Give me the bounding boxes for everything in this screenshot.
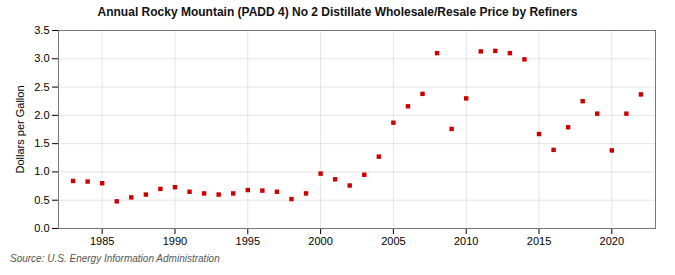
svg-text:1.0: 1.0 — [34, 165, 49, 177]
svg-text:1.5: 1.5 — [34, 137, 49, 149]
svg-text:2.0: 2.0 — [34, 109, 49, 121]
html-text:Source: U.S. Energy Informatio: Source: U.S. Energy Information Administ… — [10, 253, 220, 264]
svg-text:0.0: 0.0 — [34, 222, 49, 234]
svg-text:Dollars per Gallon: Dollars per Gallon — [14, 85, 26, 173]
svg-text:2.5: 2.5 — [34, 81, 49, 93]
svg-text:3.0: 3.0 — [34, 52, 49, 64]
svg-text:0.5: 0.5 — [34, 194, 49, 206]
svg-text:2000: 2000 — [308, 235, 332, 247]
html-text:Annual Rocky Mountain (PADD 4): Annual Rocky Mountain (PADD 4) No 2 Dist… — [97, 5, 578, 19]
svg-text:2020: 2020 — [600, 235, 624, 247]
svg-text:1985: 1985 — [90, 235, 114, 247]
svg-text:1995: 1995 — [236, 235, 260, 247]
svg-text:2010: 2010 — [454, 235, 478, 247]
svg-text:3.5: 3.5 — [34, 24, 49, 36]
svg-text:1990: 1990 — [163, 235, 187, 247]
svg-text:2015: 2015 — [527, 235, 551, 247]
svg-text:2005: 2005 — [381, 235, 405, 247]
